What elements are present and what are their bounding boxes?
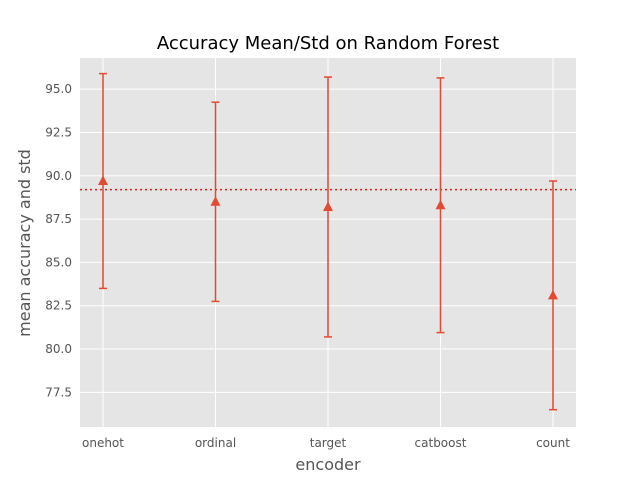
- y-tick-label: 82.5: [45, 299, 72, 313]
- mean-marker: [435, 199, 446, 210]
- x-tick-label: target: [310, 436, 347, 450]
- y-tick-labels: 77.5 80.0 82.5 85.0 87.5 90.0 92.5 95.0: [45, 82, 72, 399]
- y-tick-label: 87.5: [45, 212, 72, 226]
- mean-marker: [323, 201, 333, 211]
- x-tick-label: ordinal: [195, 436, 236, 450]
- mean-marker: [98, 175, 108, 185]
- chart-title: Accuracy Mean/Std on Random Forest: [157, 33, 499, 54]
- x-tick-labels: onehot ordinal target catboost count: [82, 436, 570, 450]
- mean-markers: [98, 175, 558, 300]
- x-tick-label: count: [536, 436, 570, 450]
- y-tick-label: 90.0: [45, 169, 72, 183]
- x-tick-label: onehot: [82, 436, 124, 450]
- y-axis-label: mean accuracy and std: [15, 149, 34, 337]
- y-tick-label: 85.0: [45, 255, 72, 269]
- y-tick-label: 92.5: [45, 125, 72, 139]
- x-tick-label: catboost: [415, 436, 467, 450]
- y-tick-label: 95.0: [45, 82, 72, 96]
- mean-marker: [210, 196, 221, 206]
- mean-marker: [548, 289, 558, 300]
- y-tick-label: 80.0: [45, 342, 72, 356]
- x-axis-label: encoder: [295, 455, 361, 474]
- y-tick-label: 77.5: [45, 385, 72, 399]
